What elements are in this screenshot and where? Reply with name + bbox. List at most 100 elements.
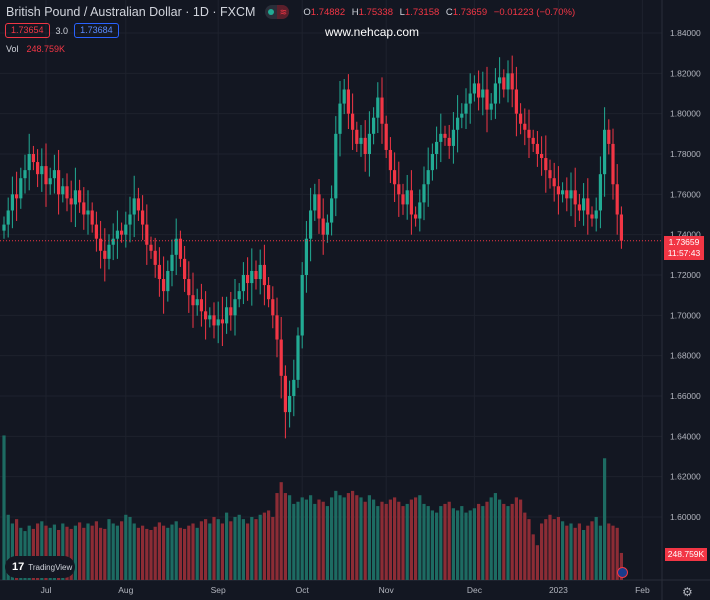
candle-body xyxy=(313,194,317,211)
volume-bar xyxy=(611,525,615,580)
candle-body xyxy=(325,222,329,235)
volume-bar xyxy=(485,501,489,580)
volume-bar xyxy=(187,525,191,580)
candle-body xyxy=(61,186,65,195)
y-tick-label: 1.64000 xyxy=(670,431,701,441)
volume-bar xyxy=(141,525,145,580)
candle-body xyxy=(283,375,287,413)
volume-bar xyxy=(510,503,514,580)
volume-bar xyxy=(107,519,111,580)
candle-body xyxy=(52,170,56,179)
volume-bar xyxy=(477,503,481,580)
candle-body xyxy=(229,307,233,316)
candle-body xyxy=(19,178,23,199)
candle-body xyxy=(191,295,195,306)
candle-body xyxy=(405,190,409,205)
candle-body xyxy=(296,335,300,380)
volume-bar xyxy=(246,523,250,580)
events-icon: ≋ xyxy=(277,5,290,19)
candle-body xyxy=(418,202,422,219)
volume-bar xyxy=(435,512,439,580)
candle-body xyxy=(23,170,27,179)
volume-bar xyxy=(73,525,77,580)
volume-bar xyxy=(447,501,451,580)
candle-body xyxy=(162,279,166,292)
volume-bar xyxy=(250,516,254,580)
volume-bar xyxy=(422,503,426,580)
candle-body xyxy=(82,202,86,215)
candle-body xyxy=(132,198,136,215)
volume-price-tag: 248.759K xyxy=(665,548,707,561)
volume-bar xyxy=(325,506,329,580)
volume-bar xyxy=(241,519,245,580)
candle-body xyxy=(216,319,220,326)
candle-body xyxy=(527,129,531,138)
symbol-title[interactable]: British Pound / Australian Dollar · 1D ·… xyxy=(6,5,256,19)
volume-bar xyxy=(594,516,598,580)
market-status-toggle[interactable]: ≋ xyxy=(265,5,290,19)
x-tick-label: 2023 xyxy=(549,585,568,595)
volume-bar xyxy=(380,501,384,580)
settings-gear-icon[interactable]: ⚙ xyxy=(682,585,693,599)
candle-body xyxy=(590,214,594,219)
candle-body xyxy=(456,117,460,130)
candle-body xyxy=(342,89,346,104)
volume-bar xyxy=(82,527,86,580)
volume-bar xyxy=(283,493,287,580)
volume-bar xyxy=(426,506,430,580)
volume-bar xyxy=(300,497,304,580)
candle-body xyxy=(472,83,476,94)
candle-body xyxy=(40,166,44,175)
y-tick-label: 1.68000 xyxy=(670,351,701,361)
candle-body xyxy=(204,311,208,320)
candle-body xyxy=(36,162,40,175)
volume-bar xyxy=(36,523,40,580)
volume-bar xyxy=(456,510,460,580)
candle-body xyxy=(443,133,447,138)
volume-bar xyxy=(367,495,371,580)
volume-bar xyxy=(10,523,14,580)
volume-bar xyxy=(292,503,296,580)
volume-bar xyxy=(355,495,359,580)
candle-body xyxy=(321,218,325,235)
candle-body xyxy=(254,270,258,280)
x-tick-label: Sep xyxy=(211,585,226,595)
volume-bar xyxy=(258,514,262,580)
candle-body xyxy=(267,285,271,300)
candle-body xyxy=(292,379,296,396)
volume-bar xyxy=(619,552,623,580)
candle-body xyxy=(2,224,6,231)
tradingview-icon: 17 xyxy=(12,561,25,573)
candle-body xyxy=(6,210,10,225)
volume-bar xyxy=(414,497,418,580)
candle-body xyxy=(78,190,82,203)
candle-body xyxy=(351,113,355,130)
candle-body xyxy=(208,315,212,320)
australia-flag-event-icon[interactable] xyxy=(617,567,628,578)
candle-body xyxy=(195,299,199,306)
candle-body xyxy=(548,170,552,179)
candle-body xyxy=(237,291,241,300)
candle-body xyxy=(506,73,510,90)
candle-body xyxy=(178,238,182,259)
candle-body xyxy=(44,166,48,185)
volume-bar xyxy=(69,528,73,580)
volume-bar xyxy=(514,497,518,580)
candle-body xyxy=(447,137,451,146)
candle-body xyxy=(615,184,619,215)
candle-body xyxy=(384,123,388,150)
candle-body xyxy=(170,254,174,271)
volume-bar xyxy=(254,519,258,580)
candle-body xyxy=(166,270,170,292)
volume-bar xyxy=(57,530,61,580)
volume-bar xyxy=(288,495,292,580)
x-tick-label: Feb xyxy=(635,585,650,595)
candle-body xyxy=(275,315,279,340)
volume-bar xyxy=(460,506,464,580)
sell-button[interactable]: 1.73654 xyxy=(5,23,50,38)
tradingview-logo[interactable]: 17 TradingView xyxy=(5,556,75,578)
volume-bar xyxy=(519,499,523,580)
volume-bar xyxy=(191,523,195,580)
buy-button[interactable]: 1.73684 xyxy=(74,23,119,38)
